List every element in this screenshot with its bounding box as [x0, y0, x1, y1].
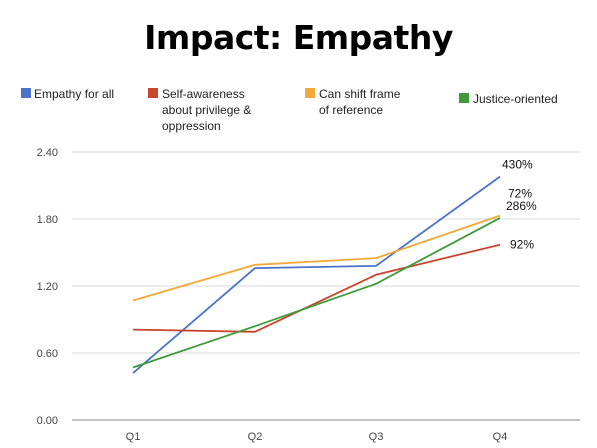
series-line: [132, 175, 501, 374]
series-end-label: 92%: [510, 238, 534, 252]
legend-label-empathy: Empathy for all: [34, 87, 115, 101]
y-tick-label: 0.60: [37, 348, 58, 360]
legend-swatch-justice: [459, 93, 469, 103]
series-line: [132, 217, 501, 369]
legend-label-shift-frame: Can shift frame of reference: [319, 87, 401, 117]
series-end-label: 72%: [508, 187, 532, 201]
y-tick-label: 2.40: [37, 147, 58, 159]
series-end-label: 286%: [506, 199, 537, 213]
legend-swatch-empathy: [21, 88, 31, 98]
chart-title: Impact: Empathy: [144, 18, 453, 57]
x-tick-label: Q4: [493, 431, 508, 443]
legend-swatch-shift-frame: [305, 88, 315, 98]
legend-swatch-self-awareness: [148, 88, 158, 98]
y-tick-label: 0.00: [37, 415, 58, 427]
x-tick-label: Q1: [126, 431, 141, 443]
legend-label-self-awareness: Self-awareness about privilege & oppress…: [162, 87, 252, 133]
series-end-label: 430%: [502, 158, 533, 172]
legend-label-justice: Justice-oriented: [473, 92, 558, 106]
y-tick-label: 1.80: [37, 214, 58, 226]
x-tick-label: Q2: [248, 431, 263, 443]
y-tick-label: 1.20: [37, 281, 58, 293]
series-line: [132, 214, 501, 302]
series-line: [132, 243, 501, 333]
x-tick-label: Q3: [369, 431, 384, 443]
